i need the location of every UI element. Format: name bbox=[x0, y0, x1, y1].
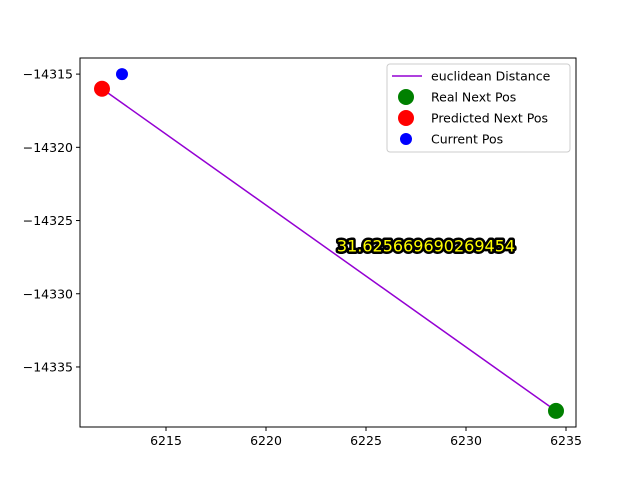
distance-value-label: 31.625669690269454 bbox=[337, 236, 515, 255]
x-tick-label: 6220 bbox=[250, 433, 282, 448]
legend-label: Current Pos bbox=[431, 132, 503, 147]
x-tick-label: 6230 bbox=[450, 433, 482, 448]
x-axis-ticks: 6215 6220 6225 6230 6235 bbox=[150, 427, 582, 448]
y-tick-label: −14320 bbox=[23, 140, 73, 155]
x-tick-label: 6215 bbox=[150, 433, 182, 448]
x-tick-label: 6225 bbox=[350, 433, 382, 448]
y-axis-ticks: −14315 −14320 −14325 −14330 −14335 bbox=[23, 67, 80, 374]
y-tick-label: −14315 bbox=[23, 67, 73, 82]
legend-label: euclidean Distance bbox=[431, 69, 551, 84]
distance-line bbox=[101, 88, 557, 412]
legend-marker-swatch bbox=[398, 110, 414, 126]
y-tick-label: −14325 bbox=[23, 213, 73, 228]
predicted-next-pos-point bbox=[94, 80, 110, 97]
distance-annotation: 31.625669690269454 bbox=[334, 234, 517, 258]
x-tick-label: 6235 bbox=[550, 433, 582, 448]
real-next-pos-point bbox=[548, 402, 564, 419]
series-group bbox=[94, 68, 564, 419]
legend: euclidean Distance Real Next Pos Predicted… bbox=[386, 63, 571, 153]
legend-label: Real Next Pos bbox=[431, 90, 516, 105]
legend-label: Predicted Next Pos bbox=[431, 111, 548, 126]
legend-marker-swatch bbox=[400, 133, 412, 145]
y-tick-label: −14335 bbox=[23, 359, 73, 374]
legend-box bbox=[386, 63, 571, 153]
legend-marker-swatch bbox=[398, 89, 414, 105]
y-tick-label: −14330 bbox=[23, 286, 73, 301]
current-pos-point bbox=[116, 68, 128, 81]
